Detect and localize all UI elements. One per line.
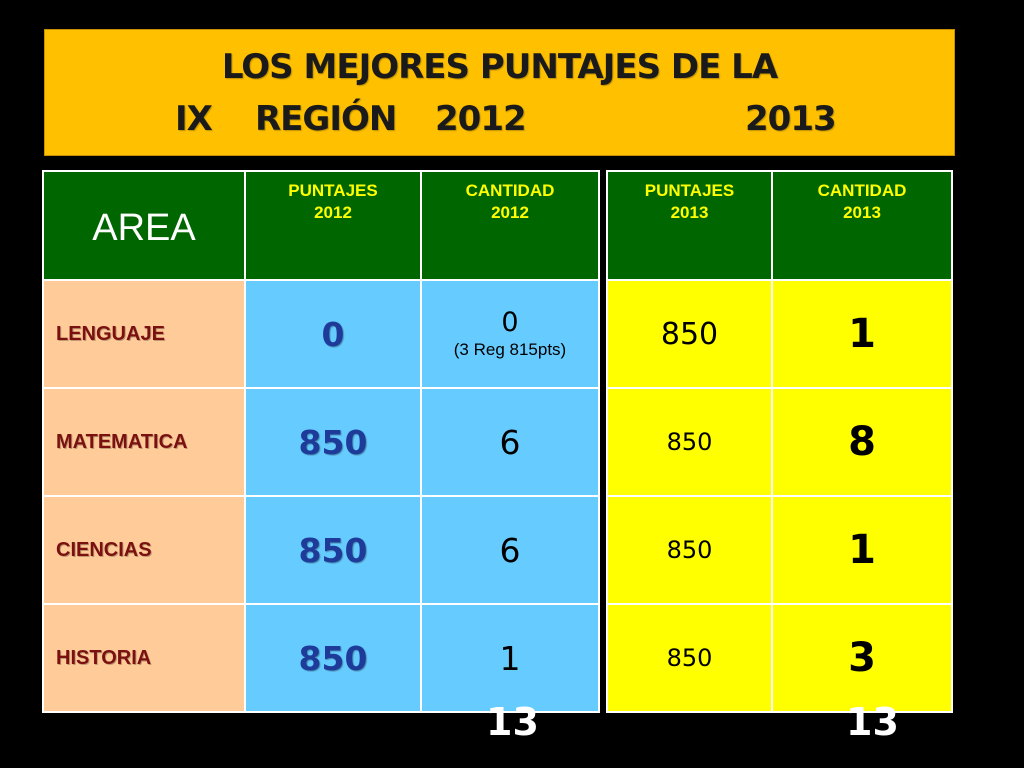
table-row: 850 1 bbox=[606, 495, 953, 605]
qty-2013: 3 bbox=[848, 635, 876, 681]
qty-2013: 1 bbox=[848, 527, 876, 573]
area-cell: MATEMATICA bbox=[42, 387, 246, 497]
score-2013: 850 bbox=[666, 428, 713, 456]
title-region: REGIÓN bbox=[255, 99, 397, 139]
qty-2013-cell: 3 bbox=[771, 603, 953, 713]
table-row: 850 3 bbox=[606, 603, 953, 713]
header-qty-year: 2013 bbox=[843, 203, 881, 222]
score-2012-cell: 850 bbox=[244, 603, 422, 713]
title-line-1: LOS MEJORES PUNTAJES DE LA bbox=[221, 47, 778, 87]
score-2013-cell: 850 bbox=[606, 495, 773, 605]
header-qty-label: CANTIDAD bbox=[465, 181, 555, 200]
qty-2012-cell: 6 bbox=[420, 387, 600, 497]
score-2012-cell: 850 bbox=[244, 387, 422, 497]
score-2013-cell: 850 bbox=[606, 279, 773, 389]
header-scores-year: 2012 bbox=[314, 203, 352, 222]
table-row: 850 1 bbox=[606, 279, 953, 389]
score-2013-cell: 850 bbox=[606, 387, 773, 497]
qty-2012: 1 bbox=[499, 638, 521, 678]
header-scores-label: PUNTAJES bbox=[644, 181, 735, 200]
header-qty-2012: CANTIDAD 2012 bbox=[420, 170, 600, 281]
qty-2012: 6 bbox=[499, 530, 521, 570]
table-row: CIENCIAS 850 6 bbox=[42, 495, 600, 605]
area-cell: CIENCIAS bbox=[42, 495, 246, 605]
table-2013: PUNTAJES 2013 CANTIDAD 2013 850 1 850 8 … bbox=[606, 170, 953, 713]
table-2012: AREA PUNTAJES 2012 CANTIDAD 2012 LENGUAJ… bbox=[42, 170, 600, 713]
title-banner: LOS MEJORES PUNTAJES DE LA IX REGIÓN 201… bbox=[44, 29, 955, 156]
qty-2012: 6 bbox=[499, 422, 521, 462]
header-scores-2013: PUNTAJES 2013 bbox=[606, 170, 773, 281]
table-header-row: AREA PUNTAJES 2012 CANTIDAD 2012 bbox=[42, 170, 600, 281]
total-2013: 13 bbox=[846, 700, 899, 744]
header-qty-label: CANTIDAD bbox=[817, 181, 907, 200]
qty-2012-note: (3 Reg 815pts) bbox=[453, 340, 567, 359]
score-2013-cell: 850 bbox=[606, 603, 773, 713]
header-scores-2012: PUNTAJES 2012 bbox=[244, 170, 422, 281]
qty-2013-cell: 8 bbox=[771, 387, 953, 497]
score-2012-cell: 850 bbox=[244, 495, 422, 605]
score-2012: 850 bbox=[298, 530, 368, 570]
title-year-2012: 2012 bbox=[435, 99, 527, 139]
header-scores-label: PUNTAJES bbox=[288, 181, 378, 200]
area-cell: HISTORIA bbox=[42, 603, 246, 713]
table-row: LENGUAJE 0 0 (3 Reg 815pts) bbox=[42, 279, 600, 389]
score-2012: 850 bbox=[298, 422, 368, 462]
score-2012: 0 bbox=[321, 314, 345, 354]
header-area: AREA bbox=[42, 170, 246, 281]
score-2012: 850 bbox=[298, 638, 368, 678]
title-year-2013: 2013 bbox=[745, 99, 837, 139]
table-header-row: PUNTAJES 2013 CANTIDAD 2013 bbox=[606, 170, 953, 281]
title-prefix: IX bbox=[175, 99, 213, 139]
qty-2013: 8 bbox=[848, 419, 876, 465]
qty-2013-cell: 1 bbox=[771, 279, 953, 389]
score-2013: 850 bbox=[660, 316, 719, 352]
score-2013: 850 bbox=[666, 644, 713, 672]
header-qty-2013: CANTIDAD 2013 bbox=[771, 170, 953, 281]
table-row: HISTORIA 850 1 bbox=[42, 603, 600, 713]
header-scores-year: 2013 bbox=[670, 203, 709, 222]
qty-2012: 0 bbox=[501, 307, 519, 338]
total-2012: 13 bbox=[486, 700, 539, 744]
score-2013: 850 bbox=[666, 536, 713, 564]
qty-2013-cell: 1 bbox=[771, 495, 953, 605]
qty-2013: 1 bbox=[848, 311, 876, 357]
header-qty-year: 2012 bbox=[491, 203, 529, 222]
area-cell: LENGUAJE bbox=[42, 279, 246, 389]
qty-2012-cell: 6 bbox=[420, 495, 600, 605]
qty-2012-cell: 0 (3 Reg 815pts) bbox=[420, 279, 600, 389]
table-row: MATEMATICA 850 6 bbox=[42, 387, 600, 497]
table-row: 850 8 bbox=[606, 387, 953, 497]
qty-2012-cell: 1 bbox=[420, 603, 600, 713]
score-2012-cell: 0 bbox=[244, 279, 422, 389]
